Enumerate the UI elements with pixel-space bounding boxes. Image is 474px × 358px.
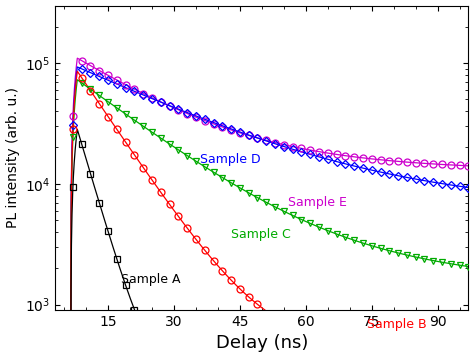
X-axis label: Delay (ns): Delay (ns) xyxy=(216,334,308,352)
Text: Sample C: Sample C xyxy=(231,228,291,241)
Text: Sample A: Sample A xyxy=(121,274,181,286)
Y-axis label: PL intensity (arb. u.): PL intensity (arb. u.) xyxy=(6,87,19,228)
Text: Sample B: Sample B xyxy=(367,318,427,331)
Text: Sample D: Sample D xyxy=(201,153,261,166)
Text: Sample E: Sample E xyxy=(288,196,347,209)
